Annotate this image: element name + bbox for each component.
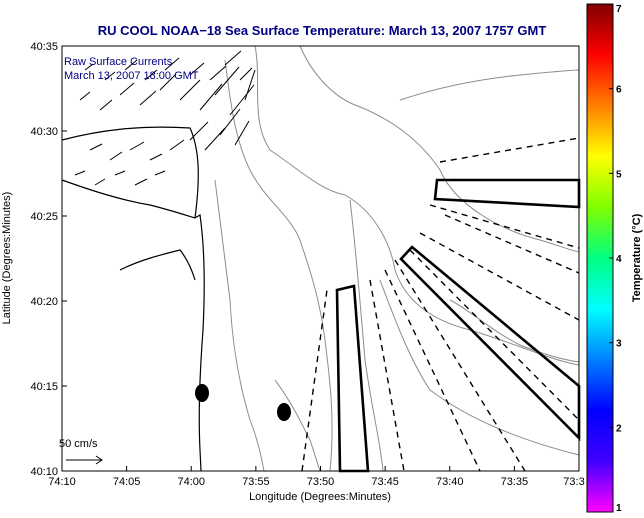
scale-arrow: [66, 455, 103, 465]
y-tick-label: 40:10: [30, 466, 58, 478]
coastline-north: [61, 126, 199, 219]
colorbar-tick-label: 5: [616, 169, 622, 180]
colorbar-tick-label: 3: [616, 339, 622, 350]
contour-1: [254, 45, 580, 366]
x-tick-label: 73:45: [371, 476, 399, 488]
currents-label: Raw Surface Currents: [64, 56, 173, 68]
contour-5: [349, 199, 384, 472]
dashed-track-8: [439, 137, 580, 163]
coastline-bay: [119, 249, 196, 281]
x-tick-label: 74:10: [48, 476, 76, 488]
surface-current-arrows: [74, 50, 256, 186]
x-axis-ticks: 74:10 74:05 74:00 73:55 73:50 73:45 73:40 73:35…: [48, 466, 585, 488]
dashed-track-9: [444, 214, 580, 274]
x-tick-label: 73:50: [307, 476, 335, 488]
colorbar-tick-label: 2: [616, 423, 622, 434]
scale-label: 50 cm/s: [59, 438, 98, 450]
contour-6: [379, 279, 580, 456]
station-marker-east: [277, 403, 291, 421]
x-tick-label: 73:35: [501, 476, 529, 488]
dashed-track-1: [301, 289, 328, 472]
y-tick-label: 40:30: [30, 126, 58, 138]
contour-3: [224, 59, 333, 472]
map-title: RU COOL NOAA−18 Sea Surface Temperature:…: [98, 23, 547, 38]
coastline: [61, 126, 205, 472]
colorbar-tick-label: 6: [616, 85, 622, 96]
contour-8: [274, 379, 321, 472]
x-tick-label: 73:55: [242, 476, 270, 488]
colorbar-label: Temperature (°C): [631, 213, 643, 302]
y-tick-label: 40:35: [30, 41, 58, 53]
contour-4: [214, 179, 265, 472]
contour-2: [299, 45, 580, 253]
dashed-track-6: [429, 204, 580, 249]
y-axis-ticks: 40:35 40:30 40:25 40:20 40:15 40:10: [30, 41, 67, 478]
colorbar-tick-label: 1: [616, 503, 622, 514]
dashed-track-7: [419, 232, 580, 321]
y-tick-label: 40:20: [30, 296, 58, 308]
x-tick-label: 74:05: [113, 476, 141, 488]
currents-date: March 13, 2007 18:00 GMT: [64, 70, 199, 82]
colorbar-tick-label: 4: [616, 254, 622, 265]
map-panel: Raw Surface Currents March 13, 2007 18:0…: [59, 45, 581, 473]
dashed-track-5: [409, 249, 580, 421]
station-marker-west: [195, 384, 209, 402]
x-tick-label: 74:00: [177, 476, 205, 488]
dashed-track-4: [394, 259, 526, 472]
colorbar-tick-label: 7: [616, 4, 622, 15]
bathymetry-contours: [214, 45, 580, 472]
x-tick-label: 73:3: [563, 476, 584, 488]
contour-7: [399, 69, 580, 101]
y-tick-label: 40:15: [30, 381, 58, 393]
dashed-track-3: [384, 269, 481, 472]
y-tick-label: 40:25: [30, 211, 58, 223]
x-tick-label: 73:40: [436, 476, 464, 488]
y-axis-label: Latitude (Degrees:Minutes): [1, 192, 13, 325]
coastline-main: [61, 179, 205, 472]
contour-9: [449, 299, 580, 363]
x-axis-label: Longitude (Degrees:Minutes): [249, 491, 391, 503]
colorbar-ticks: 7 6 5 4 3 2 1: [609, 3, 622, 514]
